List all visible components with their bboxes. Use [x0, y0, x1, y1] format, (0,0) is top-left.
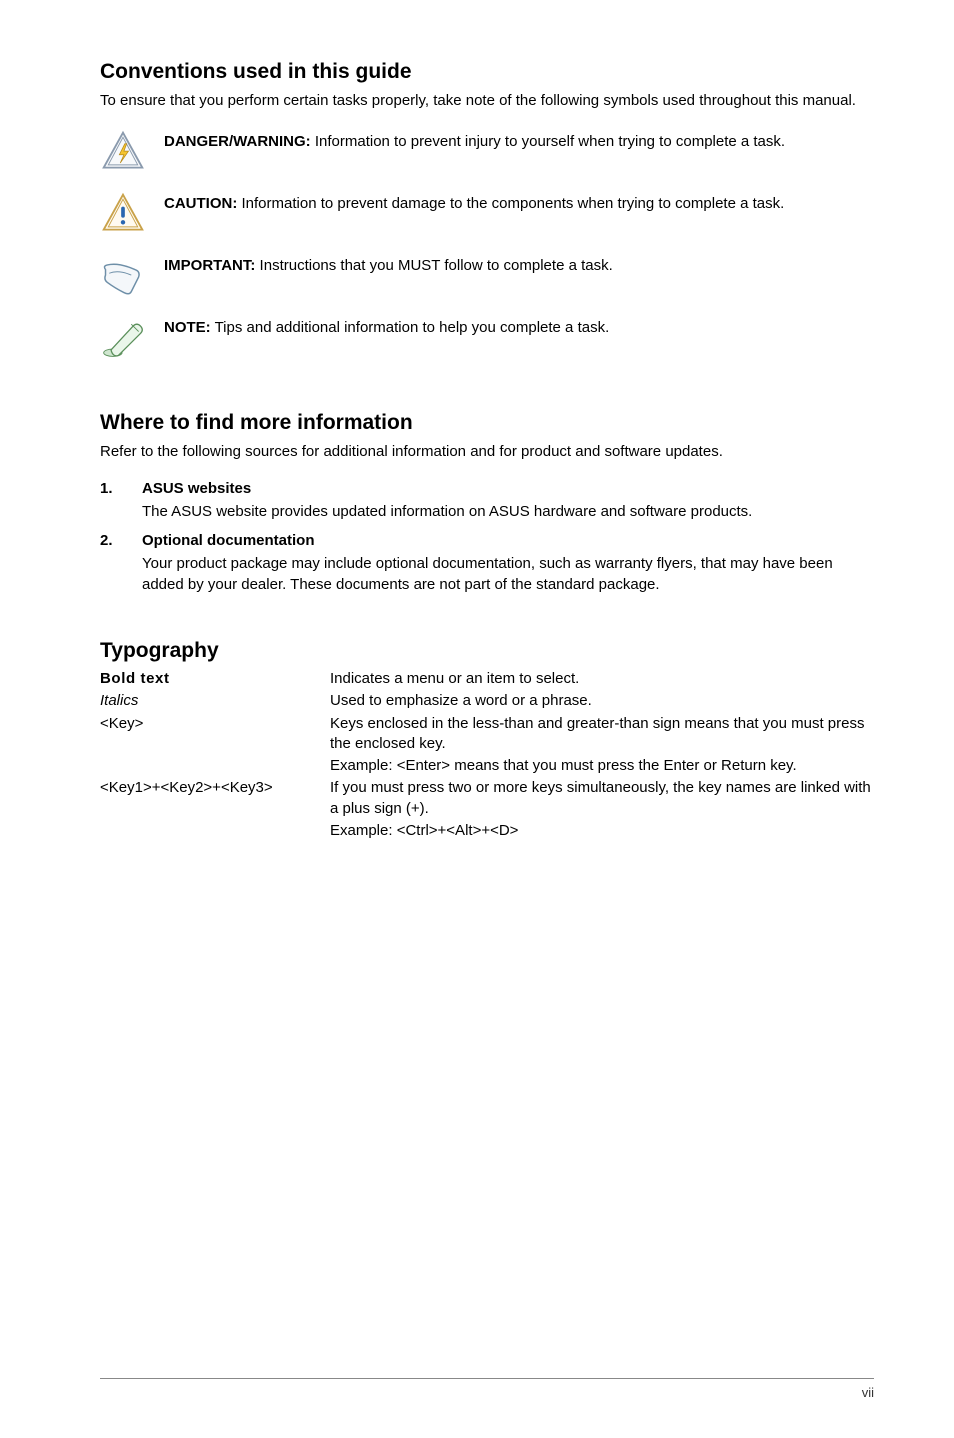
typography-table: Bold text Indicates a menu or an item to… — [100, 669, 874, 841]
typography-title: Typography — [100, 639, 874, 663]
moreinfo-item-1-body: The ASUS website provides updated inform… — [142, 501, 874, 522]
moreinfo-list: ASUS websites The ASUS website provides … — [100, 480, 874, 595]
typo-left-italics: Italics — [100, 691, 320, 711]
danger-icon — [100, 129, 146, 175]
moreinfo-item-2-heading: Optional documentation — [142, 532, 874, 549]
moreinfo-intro: Refer to the following sources for addit… — [100, 441, 874, 462]
callout-caution-body: Information to prevent damage to the com… — [237, 195, 784, 212]
moreinfo-item-2: Optional documentation Your product pack… — [100, 532, 874, 595]
page-number: vii — [862, 1385, 874, 1400]
callout-important: IMPORTANT: Instructions that you MUST fo… — [100, 253, 874, 299]
callout-danger-body: Information to prevent injury to yoursel… — [311, 133, 785, 150]
conventions-title: Conventions used in this guide — [100, 60, 874, 84]
typo-right-bold: Indicates a menu or an item to select. — [330, 669, 874, 689]
note-icon — [100, 315, 146, 361]
callout-note-text: NOTE: Tips and additional information to… — [164, 315, 874, 338]
caution-icon — [100, 191, 146, 237]
typo-right-combo: If you must press two or more keys simul… — [330, 778, 874, 819]
callout-caution-text: CAUTION: Information to prevent damage t… — [164, 191, 874, 214]
callout-danger-text: DANGER/WARNING: Information to prevent i… — [164, 129, 874, 152]
typo-left-bold: Bold text — [100, 669, 320, 689]
callout-caution: CAUTION: Information to prevent damage t… — [100, 191, 874, 237]
callout-important-body: Instructions that you MUST follow to com… — [255, 257, 612, 274]
typo-left-combo-ex — [100, 821, 320, 841]
typo-right-key: Keys enclosed in the less-than and great… — [330, 714, 874, 755]
typo-right-key-ex: Example: <Enter> means that you must pre… — [330, 756, 874, 776]
moreinfo-item-1-heading: ASUS websites — [142, 480, 874, 497]
typo-left-key-ex — [100, 756, 320, 776]
callout-danger-label: DANGER/WARNING: — [164, 133, 311, 150]
typo-left-combo: <Key1>+<Key2>+<Key3> — [100, 778, 320, 819]
important-icon — [100, 253, 146, 299]
page-footer: vii — [100, 1378, 874, 1400]
moreinfo-item-1: ASUS websites The ASUS website provides … — [100, 480, 874, 522]
typo-right-combo-ex: Example: <Ctrl>+<Alt>+<D> — [330, 821, 874, 841]
callout-caution-label: CAUTION: — [164, 195, 237, 212]
callout-important-text: IMPORTANT: Instructions that you MUST fo… — [164, 253, 874, 276]
typo-right-italics: Used to emphasize a word or a phrase. — [330, 691, 874, 711]
callout-note: NOTE: Tips and additional information to… — [100, 315, 874, 361]
callout-note-body: Tips and additional information to help … — [211, 319, 610, 336]
callout-note-label: NOTE: — [164, 319, 211, 336]
callout-important-label: IMPORTANT: — [164, 257, 255, 274]
callout-danger: DANGER/WARNING: Information to prevent i… — [100, 129, 874, 175]
conventions-intro: To ensure that you perform certain tasks… — [100, 90, 874, 111]
moreinfo-title: Where to find more information — [100, 411, 874, 435]
typo-left-key: <Key> — [100, 714, 320, 755]
moreinfo-item-2-body: Your product package may include optiona… — [142, 553, 874, 595]
